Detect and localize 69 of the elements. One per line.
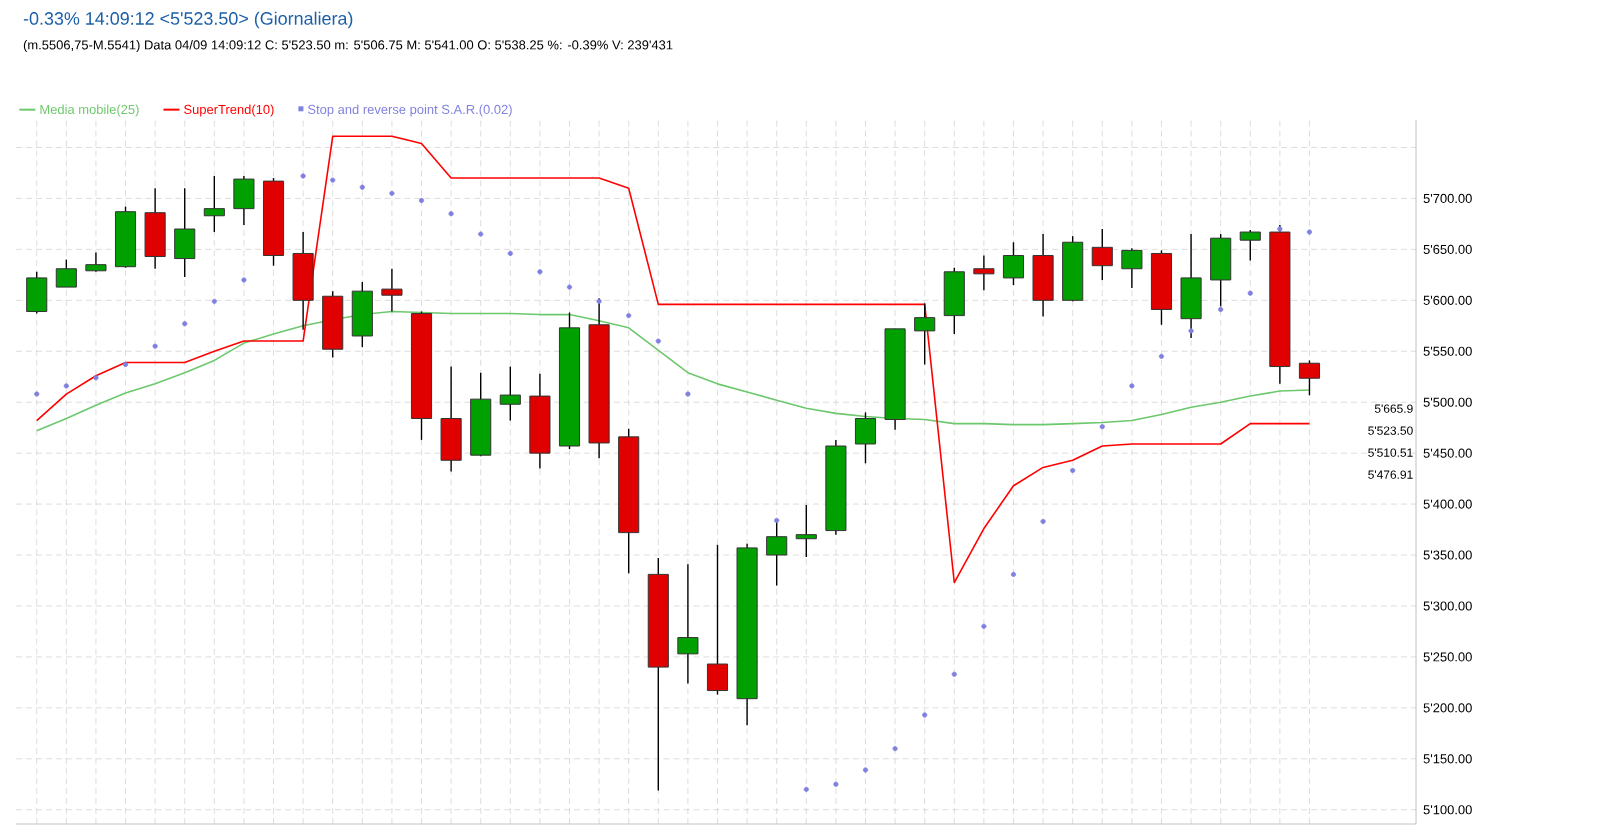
point — [448, 211, 454, 217]
point — [981, 623, 987, 629]
candlestick — [1032, 233, 1054, 318]
point — [922, 712, 928, 718]
point — [596, 298, 602, 304]
point — [1277, 226, 1283, 232]
point — [1099, 424, 1105, 430]
candlestick — [292, 231, 314, 331]
candlestick — [174, 187, 196, 278]
candlestick — [85, 251, 107, 273]
point — [1129, 383, 1135, 389]
point — [1247, 290, 1253, 296]
point — [300, 173, 306, 179]
point — [1158, 353, 1165, 359]
candlestick — [914, 302, 936, 366]
candlestick — [1298, 359, 1321, 397]
candlestick — [1239, 229, 1261, 262]
candlestick — [351, 281, 373, 348]
candlestick — [706, 544, 729, 696]
point — [507, 250, 513, 257]
point — [1306, 229, 1313, 235]
candlestick — [1002, 241, 1025, 286]
point — [359, 184, 365, 190]
point — [951, 671, 957, 677]
chart-title: -0.33% 14:09:12 <5'523.50> (Giornaliera) — [23, 11, 353, 29]
point — [803, 786, 809, 792]
candlestick — [795, 504, 817, 558]
point — [389, 190, 395, 196]
candlestick — [1091, 228, 1113, 281]
candlestick — [203, 175, 225, 233]
point — [418, 197, 425, 204]
point — [152, 343, 158, 349]
candlestick — [766, 518, 788, 587]
candlestick — [440, 365, 462, 473]
point — [182, 321, 188, 327]
candlestick — [677, 563, 699, 685]
point — [655, 338, 661, 344]
point — [63, 383, 69, 389]
candlestick — [233, 175, 255, 226]
point — [1218, 306, 1224, 313]
point — [34, 391, 40, 397]
point — [122, 361, 129, 368]
point — [833, 781, 839, 787]
candlestick — [381, 268, 403, 313]
candlestick — [943, 267, 965, 335]
point — [1070, 467, 1076, 474]
point — [774, 517, 780, 523]
point — [330, 177, 336, 183]
point — [685, 391, 691, 397]
point — [241, 277, 247, 283]
point — [566, 284, 573, 290]
point — [1040, 518, 1046, 524]
point — [626, 313, 632, 319]
point — [862, 767, 869, 773]
candlestick — [1180, 233, 1202, 339]
candlestick — [499, 365, 521, 422]
candlestick — [854, 411, 877, 465]
point — [1188, 328, 1194, 334]
candlestick — [1121, 247, 1143, 289]
point — [211, 298, 217, 304]
point — [478, 231, 484, 237]
candlestick — [55, 258, 77, 288]
point — [892, 746, 898, 752]
point — [1010, 571, 1017, 577]
candlestick — [26, 271, 48, 315]
point — [93, 375, 99, 381]
candlestick — [144, 187, 166, 270]
candlestick — [973, 254, 995, 291]
point — [537, 269, 543, 275]
